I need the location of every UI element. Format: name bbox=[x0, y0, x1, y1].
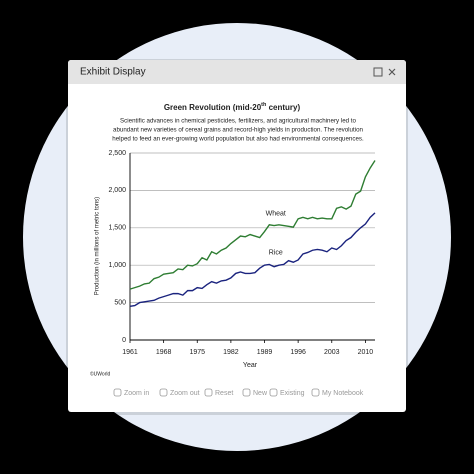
x-tick-label: 2003 bbox=[324, 349, 340, 356]
toolbar-button[interactable]: Zoom out bbox=[159, 388, 200, 397]
series-line bbox=[129, 212, 376, 308]
title-bar bbox=[68, 60, 406, 84]
toolbar-label: Reset bbox=[215, 390, 233, 397]
title-part: century) bbox=[266, 103, 300, 112]
title-sup: th bbox=[261, 102, 267, 108]
toolbar-button[interactable]: New bbox=[242, 388, 268, 397]
copyright: ©UWorld bbox=[90, 370, 110, 377]
x-tick-label: 1996 bbox=[290, 349, 306, 356]
subtitle-line: helped to feed an ever-growing world pop… bbox=[112, 136, 364, 143]
y-tick-label: 1,500 bbox=[108, 225, 126, 232]
window bbox=[68, 60, 406, 412]
y-tick-label: 500 bbox=[114, 299, 126, 306]
subtitle-line: Scientific advances in chemical pesticid… bbox=[120, 118, 356, 125]
title-part: Green Revolution (mid-20 bbox=[164, 103, 262, 112]
toolbar-icon bbox=[311, 388, 320, 397]
toolbar-icon bbox=[204, 388, 213, 397]
toolbar-icon bbox=[242, 388, 251, 397]
restore-button[interactable] bbox=[373, 67, 383, 77]
toolbar-button[interactable]: Zoom in bbox=[113, 388, 149, 397]
toolbar-label: My Notebook bbox=[322, 390, 364, 397]
chart-title: Green Revolution (mid-20th century) bbox=[164, 102, 301, 112]
y-tick-label: 2,000 bbox=[108, 187, 126, 194]
subtitle-line: abundant new varieties of cereal grains … bbox=[113, 127, 363, 134]
toolbar-icon bbox=[113, 388, 122, 397]
x-axis-label: Year bbox=[243, 362, 258, 369]
toolbar-label: Zoom out bbox=[170, 390, 200, 397]
toolbar-icon bbox=[269, 388, 278, 397]
x-tick-label: 1968 bbox=[156, 349, 172, 356]
series-label: Rice bbox=[269, 249, 283, 256]
series-line bbox=[129, 160, 376, 290]
x-tick-label: 1961 bbox=[122, 349, 138, 356]
toolbar-button[interactable]: Reset bbox=[204, 388, 233, 397]
toolbar-label: Existing bbox=[280, 390, 305, 397]
close-button[interactable] bbox=[388, 68, 396, 76]
window-title: Exhibit Display bbox=[80, 67, 146, 78]
x-tick-label: 1989 bbox=[257, 349, 273, 356]
toolbar-label: New bbox=[253, 390, 268, 397]
toolbar-label: Zoom in bbox=[124, 390, 149, 397]
toolbar: Zoom in Zoom out Reset New Existing My Notebo… bbox=[113, 388, 364, 397]
toolbar-button[interactable]: Existing bbox=[269, 388, 305, 397]
x-tick-label: 1982 bbox=[223, 349, 239, 356]
y-tick-label: 0 bbox=[122, 337, 126, 344]
toolbar-icon bbox=[159, 388, 168, 397]
y-axis-label: Production (in millions of metric tons) bbox=[95, 197, 101, 295]
toolbar-button[interactable]: My Notebook bbox=[311, 388, 364, 397]
y-tick-label: 2,500 bbox=[108, 150, 126, 157]
series-label: Wheat bbox=[266, 210, 286, 217]
y-tick-label: 1,000 bbox=[108, 262, 126, 269]
x-tick-label: 2010 bbox=[358, 349, 374, 356]
x-tick-label: 1975 bbox=[189, 349, 205, 356]
